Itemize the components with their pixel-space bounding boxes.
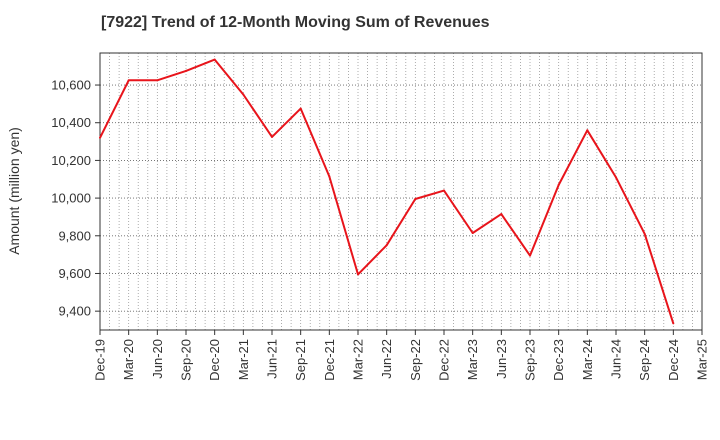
x-tick-label: Jun-20 bbox=[150, 339, 165, 379]
x-tick-label: Sep-21 bbox=[293, 339, 308, 381]
x-tick-label: Sep-23 bbox=[523, 339, 538, 381]
data-point bbox=[185, 69, 187, 72]
data-point bbox=[471, 231, 474, 234]
y-tick-label: 9,600 bbox=[58, 266, 91, 281]
data-point bbox=[557, 183, 560, 186]
x-tick-label: Sep-20 bbox=[179, 339, 194, 381]
data-point bbox=[414, 198, 417, 201]
data-point bbox=[615, 176, 617, 179]
y-tick-label: 9,400 bbox=[58, 304, 91, 319]
y-tick-label: 10,200 bbox=[51, 153, 91, 168]
x-tick-label: Sep-22 bbox=[408, 339, 423, 381]
x-tick-label: Dec-22 bbox=[437, 339, 452, 381]
data-point bbox=[271, 135, 273, 138]
data-point bbox=[672, 322, 675, 325]
data-point bbox=[299, 107, 302, 110]
axes bbox=[95, 52, 703, 335]
data-point bbox=[127, 79, 130, 82]
data-point bbox=[385, 244, 388, 247]
data-point bbox=[500, 213, 503, 216]
data-point bbox=[529, 254, 531, 257]
y-tick-label: 10,400 bbox=[51, 115, 91, 130]
y-tick-label: 10,000 bbox=[51, 191, 91, 206]
x-tick-label: Dec-21 bbox=[322, 339, 337, 381]
y-tick-label: 10,600 bbox=[51, 78, 91, 93]
x-tick-label: Sep-24 bbox=[637, 339, 652, 381]
grid bbox=[100, 53, 702, 330]
data-point bbox=[643, 232, 646, 235]
x-tick-label: Mar-20 bbox=[121, 339, 136, 380]
x-tick-label: Jun-21 bbox=[265, 339, 280, 379]
data-point bbox=[357, 273, 359, 276]
y-axis-title: Amount (million yen) bbox=[6, 127, 22, 255]
x-tick-label: Mar-24 bbox=[580, 339, 595, 380]
x-tick-label: Mar-22 bbox=[351, 339, 366, 380]
data-point bbox=[213, 58, 216, 61]
x-tick-label: Dec-24 bbox=[666, 339, 681, 381]
tick-labels: Dec-19 Mar-20 Jun-20 Sep-20 Dec-20 Mar-21 Jun-… bbox=[51, 78, 709, 381]
data-point bbox=[242, 93, 245, 96]
plot-frame bbox=[99, 52, 703, 331]
series bbox=[99, 58, 675, 325]
data-point bbox=[443, 189, 445, 192]
data-point bbox=[156, 79, 159, 82]
x-tick-label: Jun-23 bbox=[494, 339, 509, 379]
x-tick-label: Jun-22 bbox=[379, 339, 394, 379]
x-tick-label: Dec-19 bbox=[93, 339, 108, 381]
x-tick-label: Jun-24 bbox=[609, 339, 624, 379]
x-tick-label: Mar-25 bbox=[695, 339, 710, 380]
x-tick-label: Mar-21 bbox=[236, 339, 251, 380]
data-point bbox=[586, 129, 589, 132]
y-tick-label: 9,800 bbox=[58, 228, 91, 243]
data-point bbox=[99, 136, 101, 139]
chart-title: [7922] Trend of 12-Month Moving Sum of R… bbox=[101, 14, 490, 31]
x-tick-label: Dec-20 bbox=[207, 339, 222, 381]
x-tick-label: Dec-23 bbox=[551, 339, 566, 381]
data-point bbox=[328, 175, 331, 178]
x-tick-label: Mar-23 bbox=[465, 339, 480, 380]
